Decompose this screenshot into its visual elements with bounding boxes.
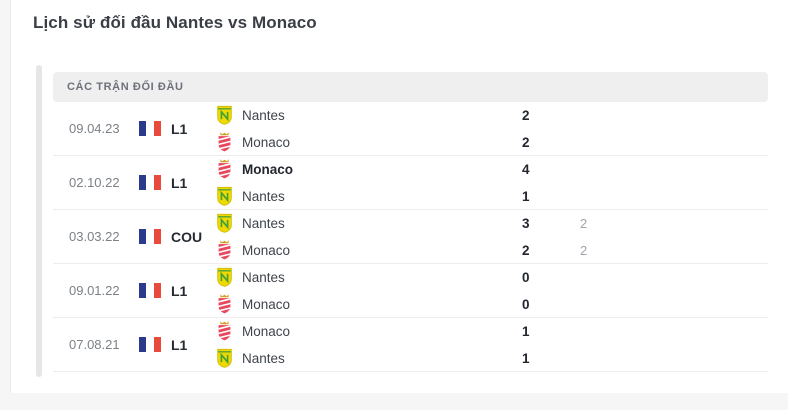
competition-label: L1: [171, 120, 188, 137]
match-row[interactable]: 07.08.21 L1 Monaco 1 Nantes 1: [53, 318, 768, 372]
team-score: 4: [522, 161, 530, 177]
match-row[interactable]: 09.01.22 L1 Nantes 0 Monaco 0: [53, 264, 768, 318]
team-secondary-score: 2: [580, 215, 588, 231]
team-name: Nantes: [242, 269, 285, 285]
nantes-crest-icon: [217, 105, 232, 125]
team-line: Monaco 1: [216, 318, 768, 345]
teams-block: Nantes 3 2 Monaco 2 2: [216, 210, 768, 264]
nantes-crest-icon: [217, 348, 232, 368]
team-line: Nantes 0: [216, 264, 768, 291]
monaco-crest-icon: [218, 294, 231, 314]
team-line: Nantes 2: [216, 102, 768, 129]
match-row[interactable]: 02.10.22 L1 Monaco 4 Nantes 1: [53, 156, 768, 210]
france-flag-icon: [139, 283, 171, 298]
nantes-crest-icon: [216, 213, 233, 233]
page-title: Lịch sử đối đầu Nantes vs Monaco: [33, 13, 317, 32]
match-date: 03.03.22: [69, 229, 120, 244]
team-line: Monaco 2: [216, 129, 768, 156]
nantes-crest-icon: [216, 267, 233, 287]
team-score: 0: [522, 296, 530, 312]
team-line: Monaco 2 2: [216, 237, 768, 264]
team-score: 1: [522, 323, 530, 339]
france-flag-icon: [139, 229, 171, 244]
team-line: Nantes 1: [216, 183, 768, 210]
match-date: 09.01.22: [69, 283, 120, 298]
teams-block: Nantes 0 Monaco 0: [216, 264, 768, 318]
panel-header: CÁC TRẬN ĐỐI ĐẦU: [53, 72, 768, 102]
team-score: 2: [522, 134, 530, 150]
france-flag-icon: [139, 337, 171, 352]
match-row[interactable]: 09.04.23 L1 Nantes 2 Monaco 2: [53, 102, 768, 156]
h2h-widget: Lịch sử đối đầu Nantes vs Monaco CÁC TRẬ…: [10, 0, 788, 393]
team-name: Nantes: [242, 350, 285, 366]
team-name: Nantes: [242, 107, 285, 123]
nantes-crest-icon: [216, 105, 233, 125]
team-line: Nantes 3 2: [216, 210, 768, 237]
competition-label: L1: [171, 174, 188, 191]
team-score: 2: [522, 242, 530, 258]
match-list: 09.04.23 L1 Nantes 2 Monaco 2 02.10.22 L…: [53, 102, 768, 372]
monaco-crest-icon: [218, 159, 231, 179]
team-score: 3: [522, 215, 530, 231]
team-name: Monaco: [242, 242, 291, 258]
nantes-crest-icon: [216, 186, 233, 206]
h2h-panel: CÁC TRẬN ĐỐI ĐẦU 09.04.23 L1 Nantes 2 Mo…: [53, 72, 768, 372]
monaco-crest-icon: [218, 240, 231, 260]
teams-block: Nantes 2 Monaco 2: [216, 102, 768, 156]
team-score: 1: [522, 350, 530, 366]
france-flag-icon: [139, 175, 171, 190]
competition-label: L1: [171, 282, 188, 299]
nantes-crest-icon: [217, 186, 232, 206]
team-line: Nantes 1: [216, 345, 768, 372]
team-name: Monaco: [242, 134, 291, 150]
team-name: Monaco: [242, 161, 294, 177]
match-date: 02.10.22: [69, 175, 120, 190]
nantes-crest-icon: [217, 213, 232, 233]
france-flag-icon: [139, 121, 171, 136]
monaco-crest-icon: [218, 321, 231, 341]
match-date: 07.08.21: [69, 337, 120, 352]
nantes-crest-icon: [216, 348, 233, 368]
monaco-crest-icon: [216, 321, 233, 341]
team-name: Monaco: [242, 296, 291, 312]
monaco-crest-icon: [216, 294, 233, 314]
team-score: 1: [522, 188, 530, 204]
competition-label: L1: [171, 336, 188, 353]
team-secondary-score: 2: [580, 242, 588, 258]
team-name: Nantes: [242, 188, 285, 204]
team-line: Monaco 0: [216, 291, 768, 318]
teams-block: Monaco 1 Nantes 1: [216, 318, 768, 372]
monaco-crest-icon: [216, 159, 233, 179]
nantes-crest-icon: [217, 267, 232, 287]
team-name: Monaco: [242, 323, 291, 339]
team-score: 2: [522, 107, 530, 123]
competition-label: COU: [171, 228, 203, 245]
monaco-crest-icon: [216, 132, 233, 152]
teams-block: Monaco 4 Nantes 1: [216, 156, 768, 210]
match-date: 09.04.23: [69, 121, 120, 136]
team-score: 0: [522, 269, 530, 285]
monaco-crest-icon: [216, 240, 233, 260]
match-row[interactable]: 03.03.22 COU Nantes 3 2 Monaco 2 2: [53, 210, 768, 264]
team-name: Nantes: [242, 215, 285, 231]
team-line: Monaco 4: [216, 156, 768, 183]
panel-left-stripe: [36, 65, 42, 377]
monaco-crest-icon: [218, 132, 231, 152]
